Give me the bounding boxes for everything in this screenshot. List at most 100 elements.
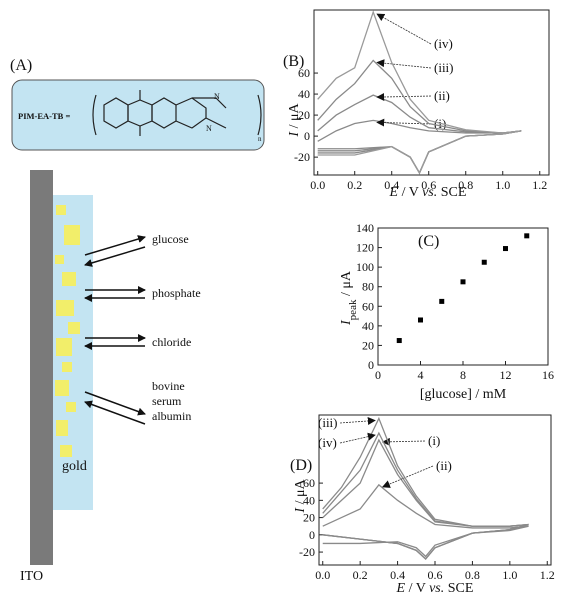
- plot-frame: [313, 9, 550, 176]
- cv-curve: [322, 438, 529, 560]
- data-point: [524, 233, 530, 239]
- panel-label: (A): [10, 57, 32, 74]
- x-tick-label: 0.8: [458, 178, 473, 192]
- y-axis-label-part: peak: [347, 299, 359, 320]
- x-axis-label-part: [glucose] / mM: [420, 387, 507, 402]
- panel-a: (A) PIM-EA-TB = N N n: [10, 57, 265, 584]
- annotation-arrow: [339, 416, 376, 425]
- x-tick-label: 0.0: [315, 568, 330, 582]
- y-tick-label: 20: [362, 338, 374, 352]
- ito-electrode: [30, 170, 53, 565]
- x-tick-label: 0.2: [347, 178, 362, 192]
- particle-label: gold: [62, 459, 87, 474]
- y-tick-label: 60: [298, 66, 310, 80]
- electrode-label: ITO: [20, 569, 43, 584]
- y-axis-label-part: I: [287, 131, 302, 138]
- x-tick-label: 0: [375, 368, 381, 382]
- annotation-arrow: [381, 465, 434, 488]
- atom: N: [214, 92, 220, 101]
- y-axis-label-part: I: [293, 507, 308, 514]
- x-tick-label: 1.2: [540, 568, 555, 582]
- x-axis-label-part: E: [396, 581, 406, 596]
- y-tick-label: 0: [309, 528, 315, 542]
- y-axis-label-part: / μA: [287, 103, 302, 132]
- x-axis-label-part: SCE: [444, 581, 473, 596]
- y-tick-label: 20: [298, 108, 310, 122]
- cv-curve: [322, 431, 529, 560]
- series-label: (i): [428, 433, 440, 448]
- data-point: [481, 259, 487, 265]
- y-tick-label: 0: [368, 358, 374, 372]
- x-axis-label-part: vs.: [429, 581, 444, 596]
- y-tick-label: -20: [299, 545, 315, 559]
- cv-curve: [317, 119, 522, 175]
- x-axis-label: E / V vs. SCE: [396, 581, 474, 596]
- y-axis-label: I / μA: [293, 479, 308, 514]
- species-label: glucose: [152, 232, 189, 246]
- x-axis-label-part: / V: [398, 185, 422, 200]
- y-tick-label: 0: [304, 129, 310, 143]
- species-label: chloride: [152, 335, 191, 349]
- x-axis-label: [glucose] / mM: [420, 387, 507, 402]
- x-axis-label-part: / V: [405, 581, 429, 596]
- data-point: [396, 338, 402, 344]
- y-tick-label: 40: [303, 493, 315, 507]
- x-tick-label: 1.2: [532, 178, 547, 192]
- cv-curve: [317, 59, 522, 175]
- panel-label: (D): [290, 457, 312, 474]
- cv-curve: [322, 483, 529, 558]
- structure: [92, 90, 262, 136]
- y-tick-label: 60: [303, 476, 315, 490]
- x-tick-label: 1.0: [502, 568, 517, 582]
- y-tick-label: 80: [362, 280, 374, 294]
- x-tick-label: 0.0: [310, 178, 325, 192]
- y-tick-label: 40: [298, 87, 310, 101]
- formula-label: PIM-EA-TB =: [18, 111, 70, 121]
- series-label: (iii): [434, 60, 454, 75]
- x-tick-label: 0.6: [421, 178, 436, 192]
- y-axis-label-part: / μA: [293, 479, 308, 508]
- chart: (D) 0.0 0.2 0.4 0.6 0.8 1.0 1.2 -20 0 20 40 60 E / V …: [290, 414, 555, 596]
- gold-particles: [55, 205, 80, 457]
- y-tick-label: 100: [356, 260, 374, 274]
- x-axis-label-part: vs.: [422, 185, 437, 200]
- species-label: albumin: [152, 409, 191, 423]
- x-tick-label: 12: [500, 368, 512, 382]
- y-tick-label: 60: [362, 299, 374, 313]
- data-point: [460, 279, 466, 285]
- y-axis-label-part: / μA: [339, 270, 354, 299]
- cv-curve: [317, 10, 522, 175]
- annotation-arrow: [376, 13, 432, 45]
- y-axis-label: Ipeak / μA: [339, 270, 359, 326]
- data-point: [503, 246, 508, 252]
- data-point: [418, 317, 423, 323]
- species-label: phosphate: [152, 286, 201, 300]
- x-tick-label: 0.6: [428, 568, 443, 582]
- panel-label: (C): [418, 233, 439, 250]
- annotation-arrow: [381, 437, 426, 446]
- x-tick-label: 0.4: [390, 568, 405, 582]
- plot-frame: [377, 227, 549, 366]
- series-label: (iv): [434, 36, 453, 51]
- species-labels: glucose phosphate chloride bovineserumalbum…: [152, 232, 201, 423]
- cv-curve: [317, 94, 522, 175]
- x-axis-label-part: E: [389, 185, 399, 200]
- x-tick-label: 1.0: [495, 178, 510, 192]
- x-axis-label-part: SCE: [437, 185, 466, 200]
- y-tick-label: -20: [294, 150, 310, 164]
- y-tick-label: 120: [356, 241, 374, 255]
- series-label: (iv): [318, 435, 337, 450]
- chart: (C) 0 4 8 12 16 0 20 40 60 80 100 120 140 [glucose] / …: [339, 221, 554, 402]
- data-point: [439, 298, 445, 304]
- y-tick-label: 140: [356, 221, 374, 235]
- x-tick-label: 16: [542, 368, 554, 382]
- x-tick-label: 8: [460, 368, 466, 382]
- x-tick-label: 0.2: [353, 568, 368, 582]
- panel-label: (B): [283, 53, 304, 70]
- y-tick-label: 20: [303, 511, 315, 525]
- species-label: serum: [152, 394, 182, 408]
- x-tick-label: 4: [418, 368, 424, 382]
- y-axis-label-part: I: [339, 319, 354, 326]
- atom: N: [206, 124, 212, 133]
